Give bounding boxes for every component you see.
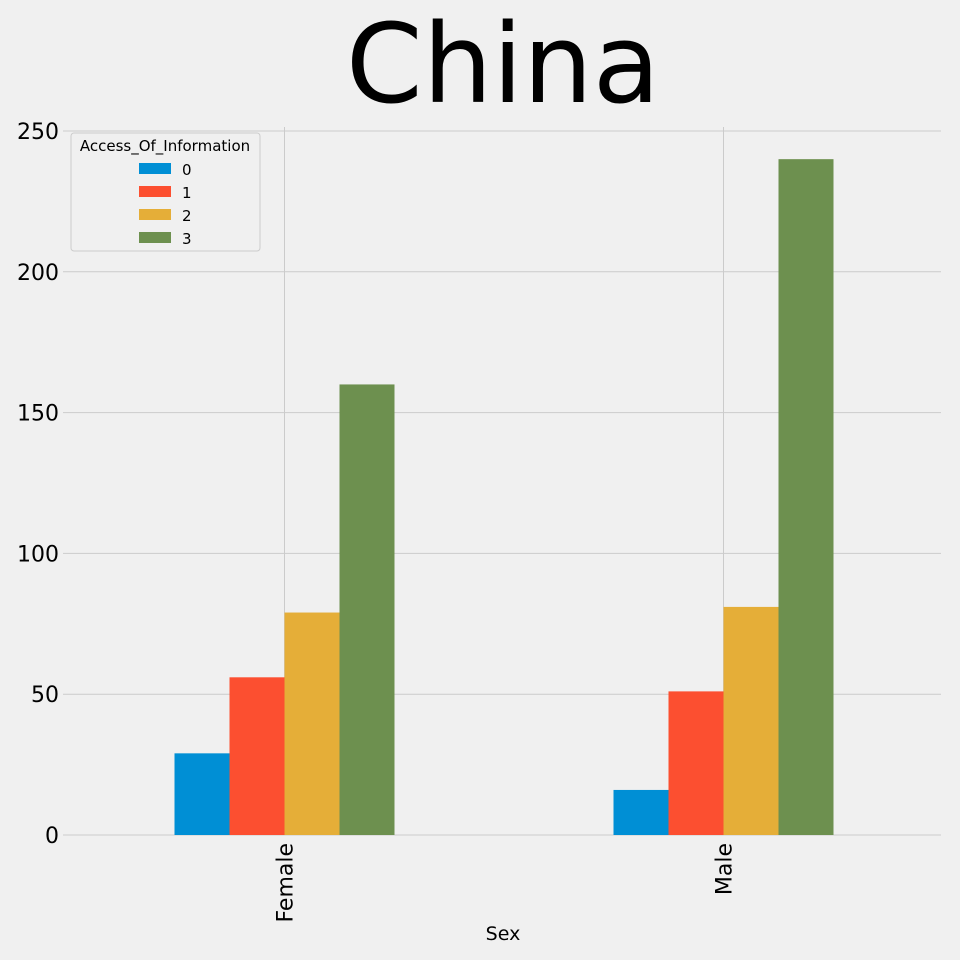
legend-label: 0 [182, 161, 192, 179]
legend-label: 2 [182, 207, 192, 225]
legend-items: 0 1 2 3 [139, 161, 192, 248]
bars [174, 159, 834, 835]
legend-swatch [139, 186, 171, 197]
bar [339, 384, 395, 835]
bar [613, 789, 669, 835]
bar [778, 159, 834, 835]
bar [284, 612, 340, 835]
x-tick-label: Female [274, 843, 299, 923]
bar [668, 691, 724, 835]
legend-label: 3 [182, 230, 192, 248]
legend-swatch [139, 232, 171, 243]
chart-title: China [346, 0, 660, 128]
x-tick-labels: Female Male [274, 843, 738, 923]
bar [723, 606, 779, 835]
y-tick-label: 50 [31, 683, 59, 708]
y-tick-labels: 0 50 100 150 200 250 [17, 120, 59, 849]
legend-swatch [139, 163, 171, 174]
legend-label: 1 [182, 184, 192, 202]
bar [174, 753, 230, 835]
legend: Access_Of_Information 0 1 2 3 [70, 132, 261, 252]
bar [229, 677, 285, 835]
legend-swatch [139, 209, 171, 220]
y-tick-label: 150 [17, 402, 59, 427]
y-tick-label: 100 [17, 542, 59, 567]
y-tick-label: 0 [45, 824, 59, 849]
x-tick-label: Male [713, 843, 738, 895]
x-axis-label: Sex [486, 923, 521, 945]
y-tick-label: 250 [17, 120, 59, 145]
legend-title: Access_Of_Information [80, 137, 250, 156]
y-tick-label: 200 [17, 261, 59, 286]
